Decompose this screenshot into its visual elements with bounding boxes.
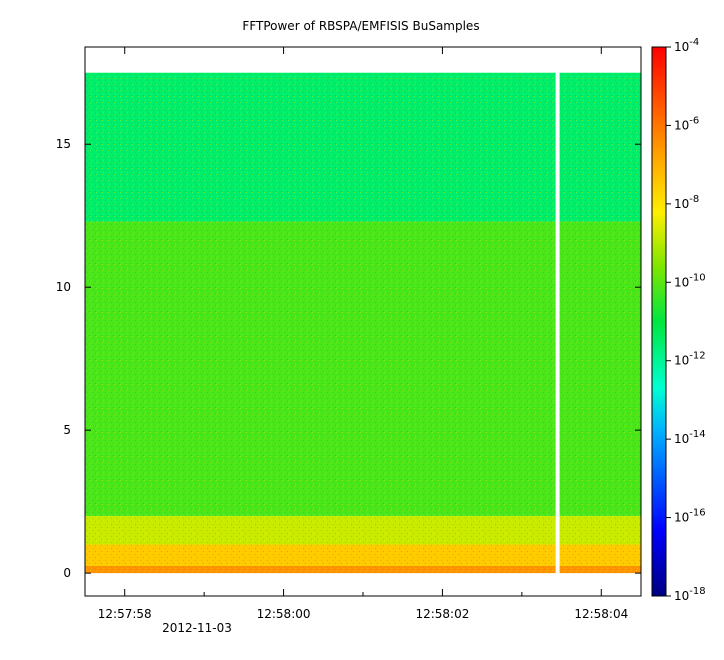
colorbar-tick-label: 10-4 [674,37,699,54]
y-tick-label: 5 [63,423,71,437]
y-tick-label: 15 [56,137,71,151]
y-tick-label: 0 [63,566,71,580]
x-tick-label: 12:58:02 [415,607,469,621]
colorbar-tick-label: 10-18 [674,586,706,603]
x-tick-label: 12:58:04 [574,607,628,621]
colorbar [651,46,667,597]
x-tick-label: 12:57:58 [98,607,152,621]
chart-title: FFTPower of RBSPA/EMFISIS BuSamples [242,19,479,33]
spectrogram-texture [85,72,641,574]
colorbar-tick-label: 10-8 [674,194,699,211]
colorbar-tick-label: 10-10 [674,272,706,289]
x-tick-label: 12:58:00 [257,607,311,621]
colorbar-tick-label: 10-14 [674,429,706,446]
y-axis: 0 5 10 15 [56,137,641,580]
x-axis: 12:57:58 12:58:00 12:58:02 12:58:04 [98,47,628,621]
data-gap [555,71,560,575]
colorbar-ticks: 10-18 10-16 10-14 10-12 10-10 10-8 10-6 10-4 [666,37,706,603]
y-tick-label: 10 [56,280,71,294]
x-date-label: 2012-11-03 [162,621,232,635]
colorbar-tick-label: 10-6 [674,115,699,132]
colorbar-tick-label: 10-16 [674,508,706,525]
colorbar-tick-label: 10-12 [674,351,706,368]
plot-area [85,71,641,575]
